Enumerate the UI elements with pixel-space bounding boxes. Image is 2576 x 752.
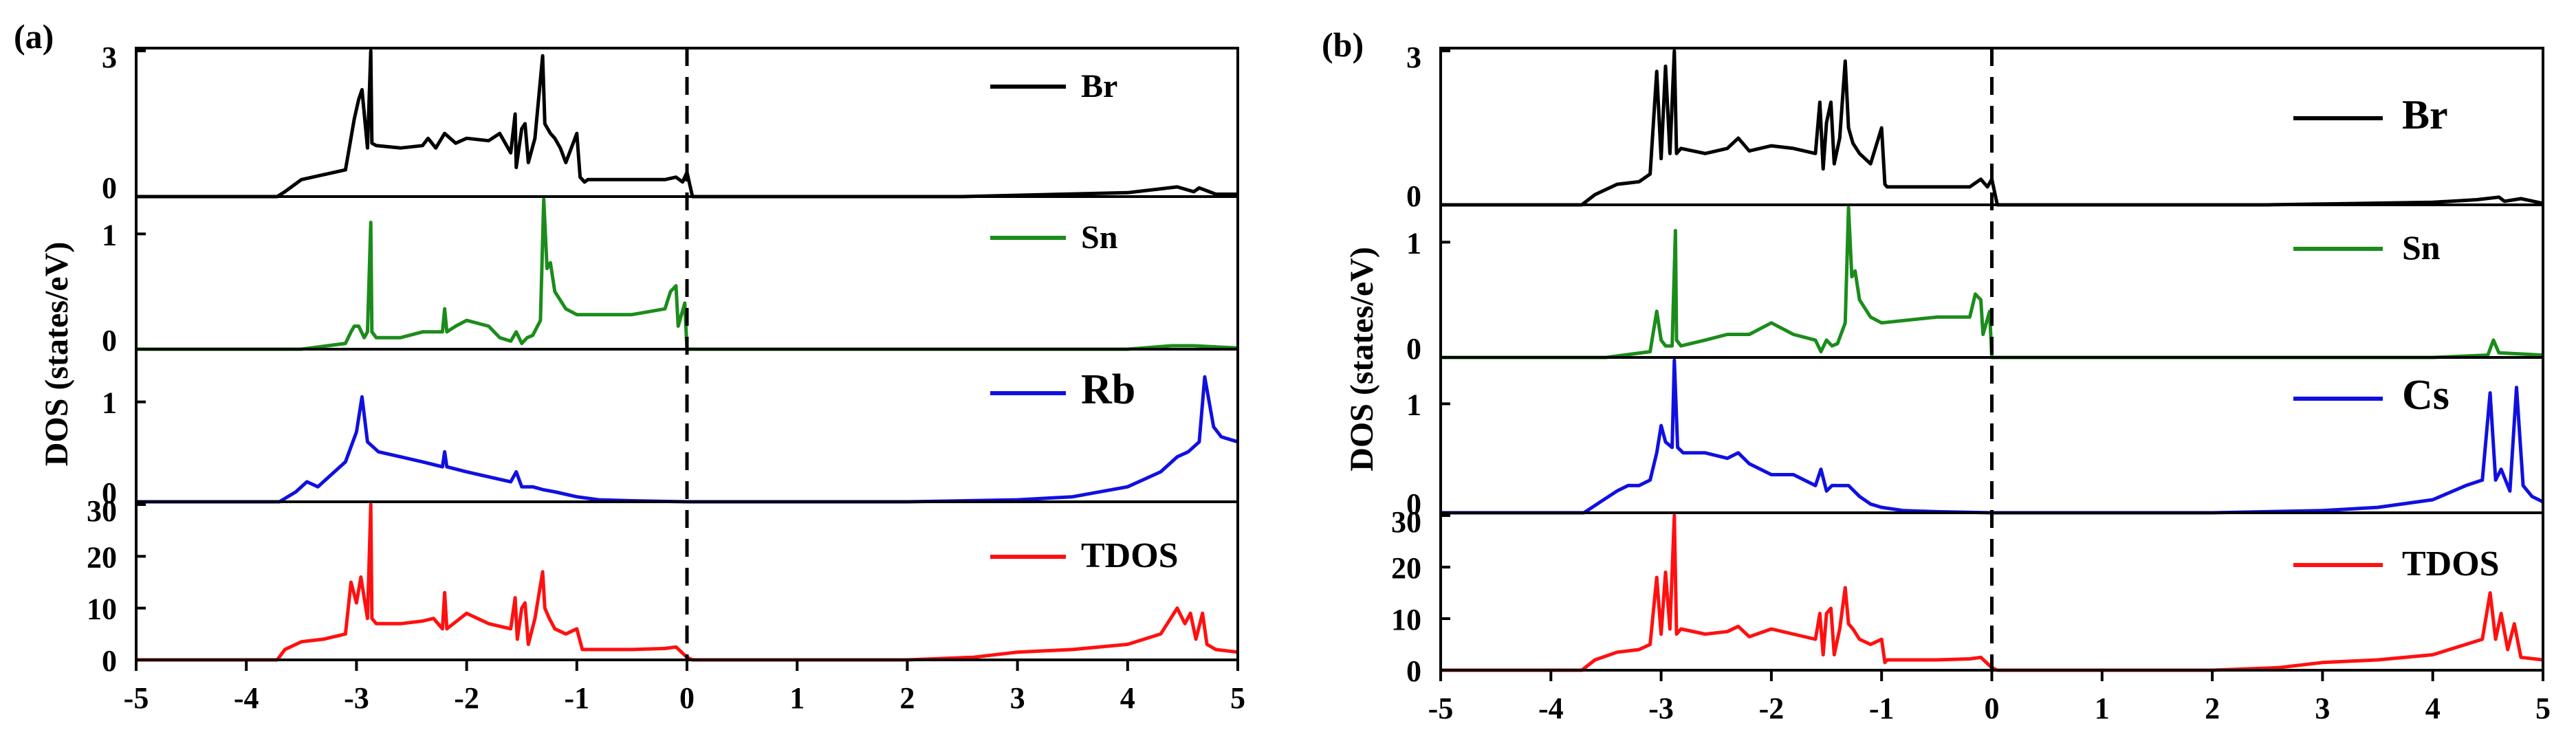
- x-tick-label: 2: [899, 681, 915, 715]
- panel-br: 0 3 Br: [1406, 41, 2544, 213]
- y-tick-label: 10: [87, 593, 117, 626]
- y-tick-label: 1: [102, 386, 117, 420]
- y-tick-label: 20: [1391, 551, 1421, 585]
- panel-tdos: 0 10 20 30 TDOS: [87, 494, 1239, 678]
- x-tick-label: 2: [2205, 692, 2220, 725]
- x-tick-label: 5: [1230, 681, 1245, 715]
- series-line-br: [1441, 49, 2544, 207]
- y-tick-label: 1: [1406, 226, 1421, 260]
- panel-frame: [1439, 511, 2544, 672]
- y-axis-label: DOS (states/eV): [1344, 247, 1380, 472]
- x-tick-label: -1: [1869, 692, 1895, 725]
- x-tick-label: 3: [1010, 681, 1025, 715]
- y-tick-label: 0: [1406, 332, 1421, 366]
- x-tick-label: -2: [454, 681, 479, 715]
- legend-label-rb: Rb: [1081, 366, 1135, 413]
- panel-rb: 0 1 Rb: [102, 348, 1239, 510]
- x-tick-label: -4: [234, 681, 259, 715]
- y-tick-label: 0: [102, 324, 117, 357]
- x-tick-label: 0: [1985, 692, 2000, 725]
- series-line-br: [136, 49, 1238, 199]
- x-tick-label: 3: [2315, 692, 2330, 725]
- y-tick-label: 0: [1406, 487, 1421, 521]
- y-axis-label: DOS (states/eV): [39, 242, 75, 467]
- y-tick-label: 0: [1406, 654, 1421, 688]
- y-tick-label: 0: [102, 476, 117, 510]
- y-tick-label: 3: [1406, 41, 1421, 74]
- x-tick-label: -1: [564, 681, 589, 715]
- x-tick-label: 1: [2095, 692, 2110, 725]
- y-tick-label: 1: [1406, 388, 1421, 421]
- x-tick-label: -2: [1759, 692, 1784, 725]
- panel-sn: 0 1 Sn: [1406, 203, 2544, 366]
- y-tick-label: 30: [1391, 505, 1421, 539]
- x-tick-label: -3: [1648, 692, 1674, 725]
- x-tick-label: 1: [789, 681, 805, 715]
- x-tick-label: -3: [344, 681, 369, 715]
- x-tick-label: -5: [124, 681, 149, 715]
- y-tick-label: 1: [102, 218, 117, 252]
- y-tick-label: 10: [1391, 603, 1421, 637]
- legend-label-tdos: TDOS: [1081, 536, 1179, 575]
- y-tick-label: 20: [87, 540, 117, 574]
- figure-label: (a): [14, 17, 54, 56]
- series-line-sn: [1441, 206, 2544, 360]
- series-line-tdos: [1441, 513, 2544, 672]
- series-line-cs: [1441, 358, 2544, 515]
- series-line-sn: [136, 197, 1238, 351]
- legend-label-cs: Cs: [2402, 372, 2449, 419]
- series-line-tdos: [136, 502, 1238, 662]
- x-tick-label: -4: [1538, 692, 1564, 725]
- legend-label-sn: Sn: [1081, 219, 1117, 256]
- legend-label-sn: Sn: [2402, 228, 2441, 267]
- legend-label-br: Br: [2402, 92, 2448, 137]
- x-tick-label: 4: [1120, 681, 1135, 715]
- y-tick-label: 3: [102, 41, 117, 74]
- panel-cs: 0 1 Cs: [1406, 356, 2544, 521]
- panel-br: 0 3 Br: [102, 41, 1239, 205]
- y-tick-label: 0: [102, 644, 117, 678]
- panel-tdos: 0 10 20 30 TDOS: [1391, 505, 2544, 688]
- y-tick-label: 0: [102, 171, 117, 205]
- x-tick-label: 5: [2535, 692, 2551, 725]
- figure-label: (b): [1322, 25, 1364, 64]
- panel-sn: 0 1 Sn: [102, 195, 1239, 357]
- legend-label-br: Br: [1081, 68, 1117, 104]
- series-line-rb: [136, 375, 1238, 504]
- legend-label-tdos: TDOS: [2402, 544, 2500, 584]
- x-tick-label: 4: [2425, 692, 2441, 725]
- x-tick-label: -5: [1428, 692, 1454, 725]
- y-tick-label: 30: [87, 494, 117, 528]
- x-tick-label: 0: [679, 681, 695, 715]
- y-tick-label: 0: [1406, 179, 1421, 213]
